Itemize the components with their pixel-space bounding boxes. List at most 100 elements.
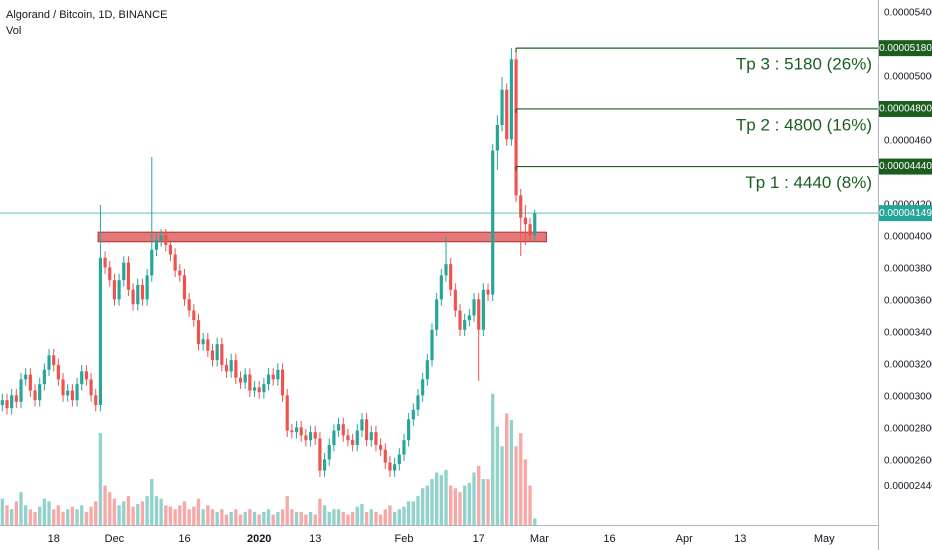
candle-body xyxy=(523,217,527,225)
volume-bar xyxy=(66,509,70,525)
candle-body xyxy=(388,462,392,471)
candle-body xyxy=(229,360,233,372)
x-tick-label: Mar xyxy=(530,533,549,545)
candle-body xyxy=(290,430,294,433)
candle-body xyxy=(182,275,187,300)
volume-bar xyxy=(271,514,275,525)
candle-body xyxy=(168,244,173,255)
candle-body xyxy=(80,371,84,385)
volume-bar xyxy=(262,511,266,525)
candle-body xyxy=(33,390,37,401)
volume-bar xyxy=(495,426,500,525)
level-badge xyxy=(879,158,932,175)
y-tick-label: 0.00003000 xyxy=(884,392,932,403)
candle-body xyxy=(84,371,88,380)
volume-bar xyxy=(136,504,140,525)
volume-bar xyxy=(206,505,210,525)
candle-body xyxy=(369,432,373,441)
volume-bar xyxy=(420,488,425,525)
volume-bar xyxy=(0,498,5,525)
volume-bar xyxy=(5,505,9,525)
volume-bar xyxy=(299,511,303,525)
volume-bar xyxy=(341,511,345,525)
candle-body xyxy=(248,374,252,391)
volume-bar xyxy=(126,496,131,525)
volume-bar xyxy=(173,509,177,525)
volume-bar xyxy=(523,459,528,525)
volume-bar xyxy=(28,509,33,525)
x-tick-label: 17 xyxy=(473,533,485,545)
candle-body xyxy=(140,284,145,300)
volume-bar xyxy=(238,514,243,525)
candle-body xyxy=(173,254,177,271)
candle-body xyxy=(210,350,215,361)
candle-body xyxy=(122,262,126,281)
volume-bar xyxy=(472,472,476,525)
candle-body xyxy=(19,379,23,402)
volume-bar xyxy=(285,496,289,525)
volume-bar xyxy=(201,509,205,525)
volume-bar xyxy=(196,498,201,525)
volume-bar xyxy=(505,413,509,525)
candle-body xyxy=(126,262,131,290)
candle-body xyxy=(145,275,149,300)
volume-bar xyxy=(80,505,84,525)
candle-body xyxy=(24,374,28,380)
volume-bar xyxy=(374,511,378,525)
volume-bar xyxy=(411,501,415,525)
candle-body xyxy=(430,329,434,361)
candle-body xyxy=(472,299,476,316)
volume-bar xyxy=(192,506,196,525)
candle-body xyxy=(192,310,196,321)
resistance-zone xyxy=(97,231,547,243)
volume-bar xyxy=(355,506,359,525)
volume-bar xyxy=(486,479,490,525)
volume-bar xyxy=(131,506,135,525)
candle-body xyxy=(75,384,79,401)
candle-body xyxy=(477,299,481,330)
volume-bar xyxy=(346,514,350,525)
volume-bar xyxy=(444,469,448,525)
volume-bar xyxy=(182,501,187,525)
candle-body xyxy=(56,364,60,380)
candle-body xyxy=(533,213,537,236)
candle-body xyxy=(402,440,406,455)
candle-body xyxy=(262,384,266,393)
candle-body xyxy=(337,424,341,431)
volume-bar xyxy=(98,433,103,525)
volume-bar xyxy=(463,485,467,525)
candle-body xyxy=(425,360,429,380)
volume-bar xyxy=(145,496,149,525)
candle-body xyxy=(0,400,4,405)
candle-body xyxy=(276,369,280,380)
volume-bar xyxy=(108,492,112,525)
candle-body xyxy=(257,387,261,393)
volume-bar xyxy=(313,514,317,525)
candle-body xyxy=(528,224,532,236)
volume-bar xyxy=(369,509,373,525)
candle-body xyxy=(411,409,415,420)
x-tick-label: Feb xyxy=(394,533,413,545)
candle-body xyxy=(327,444,331,460)
candle-body xyxy=(304,435,308,441)
x-tick-label: 13 xyxy=(309,533,321,545)
volume-bar xyxy=(290,509,294,525)
y-tick-label: 0.00003800 xyxy=(884,264,932,275)
candle-body xyxy=(322,459,327,471)
volume-bar xyxy=(84,511,89,525)
candle-body xyxy=(220,344,224,365)
candle-body xyxy=(453,289,457,311)
candle-body xyxy=(131,289,135,305)
candle-body xyxy=(252,387,257,391)
candle-body xyxy=(159,235,163,241)
x-tick-label: 16 xyxy=(178,533,190,545)
candle-body xyxy=(234,360,238,378)
y-tick-label: 0.00003200 xyxy=(884,360,932,371)
candle-body xyxy=(346,435,350,441)
candle-body xyxy=(379,444,383,450)
candle-body xyxy=(201,339,205,345)
volume-bar xyxy=(252,511,257,525)
y-tick-label: 0.00004000 xyxy=(884,232,932,243)
candle-body xyxy=(519,195,523,218)
